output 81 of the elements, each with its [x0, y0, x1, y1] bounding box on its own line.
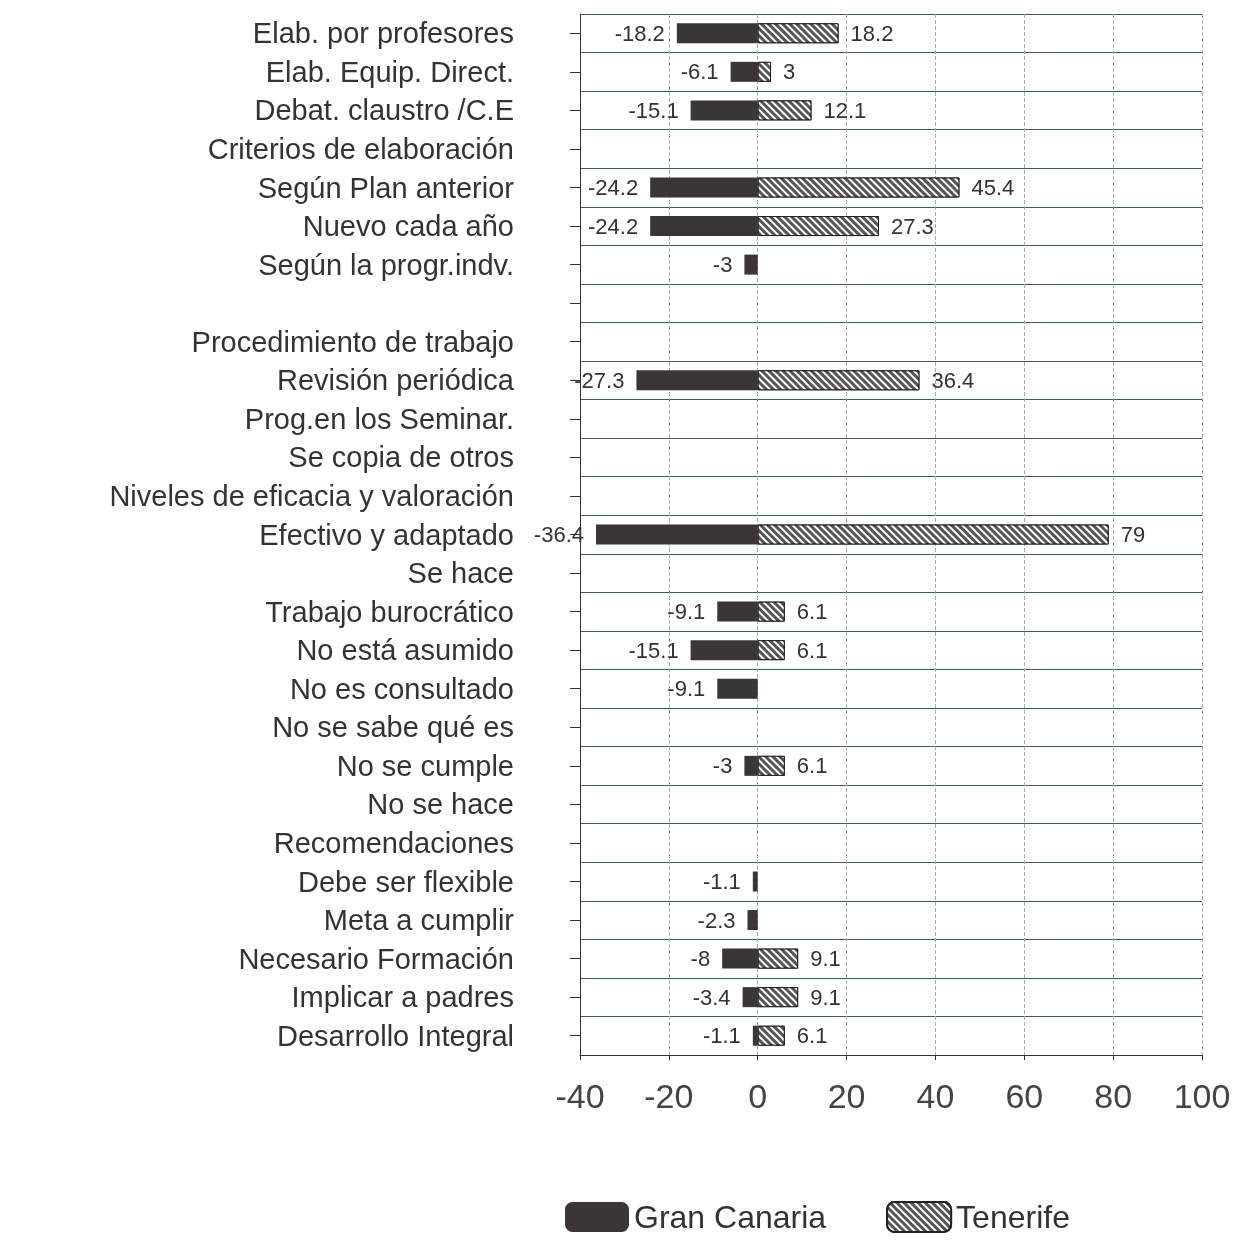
bar — [676, 23, 758, 44]
data-label: -9.1 — [667, 676, 706, 702]
data-label: 6.1 — [796, 599, 828, 625]
y-tick-label: Elab. por profesores — [252, 17, 514, 50]
y-tick-label: Efectivo y adaptado — [259, 518, 514, 551]
y-tick-label: No es consultado — [289, 672, 514, 705]
bar — [650, 216, 758, 237]
data-label: 9.1 — [810, 984, 841, 1010]
bar — [636, 370, 758, 391]
y-tick-label: Necesario Formación — [238, 942, 514, 975]
y-tick-label: No se sabe qué es — [272, 711, 514, 744]
data-label: -3.4 — [692, 984, 731, 1010]
y-tick-label: Prog.en los Seminar. — [244, 402, 514, 435]
bar — [730, 61, 758, 82]
bar — [717, 601, 758, 622]
x-tick-label: 80 — [1094, 1077, 1133, 1115]
data-label: -15.1 — [628, 97, 679, 123]
data-label: 36.4 — [931, 367, 975, 393]
y-tick-label: Desarrollo Integral — [277, 1019, 514, 1052]
x-tick-label: -40 — [555, 1077, 605, 1115]
bar — [747, 910, 758, 931]
y-tick-label: Se hace — [407, 557, 514, 590]
x-tick-label: -20 — [644, 1077, 694, 1115]
data-label: -3 — [712, 753, 733, 779]
y-tick-label: Criterios de elaboración — [207, 132, 514, 165]
data-label: 45.4 — [971, 175, 1015, 200]
data-label: 27.3 — [891, 213, 934, 239]
data-label: -1.1 — [702, 869, 741, 894]
bar — [752, 871, 758, 892]
y-tick-label: Nuevo cada año — [302, 210, 514, 243]
y-tick-label: Debat. claustro /C.E — [254, 94, 514, 127]
x-tick-label: 20 — [827, 1077, 866, 1115]
data-label: 6.1 — [796, 1023, 828, 1049]
data-label: -15.1 — [628, 637, 679, 663]
data-label: -2.3 — [697, 907, 736, 933]
data-label: 6.1 — [796, 753, 828, 779]
y-tick-label: Niveles de eficacia y valoración — [109, 479, 514, 512]
y-tick-label: Implicar a padres — [291, 981, 514, 1014]
data-label: 18.2 — [850, 20, 894, 46]
y-tick-label: Se copia de otros — [288, 441, 514, 474]
y-tick-label: Según Plan anterior — [257, 171, 515, 204]
data-label: -8 — [690, 946, 711, 972]
y-tick-label: Elab. Equip. Direct. — [265, 55, 514, 88]
data-label: 9.1 — [810, 946, 841, 972]
legend-label: Tenerife — [956, 1199, 1070, 1235]
bar — [690, 640, 758, 661]
y-tick-label: Revisión periódica — [277, 364, 515, 397]
legend-label: Gran Canaria — [634, 1199, 827, 1235]
data-label: 12.1 — [823, 97, 867, 123]
bar — [744, 755, 758, 776]
y-tick-label: No se cumple — [336, 749, 514, 782]
data-label: -24.2 — [588, 213, 639, 239]
y-tick-label: Meta a cumplir — [323, 904, 515, 937]
bar — [717, 678, 758, 699]
y-tick-label: Trabajo burocrático — [265, 595, 514, 628]
data-label: -3 — [712, 252, 733, 278]
bar — [722, 948, 758, 969]
data-label: 6.1 — [796, 637, 828, 663]
bar — [690, 100, 758, 121]
data-label: -1.1 — [702, 1023, 741, 1049]
y-tick-label: Según la progr.indv. — [258, 248, 514, 281]
data-label: 3 — [783, 59, 796, 85]
bar — [744, 254, 758, 275]
x-tick-label: 0 — [748, 1077, 768, 1115]
data-label: -9.1 — [667, 599, 706, 625]
bar — [742, 987, 758, 1008]
data-label: -6.1 — [680, 59, 719, 85]
data-label: -24.2 — [588, 175, 639, 200]
data-label: -18.2 — [614, 20, 665, 46]
x-tick-label: 40 — [916, 1077, 955, 1115]
bar — [595, 524, 758, 545]
y-tick-label: Recomendaciones — [273, 826, 514, 859]
bar — [752, 1025, 758, 1046]
y-tick-label: Debe ser flexible — [298, 865, 514, 898]
y-tick-label: Procedimiento de trabajo — [191, 325, 514, 358]
bar — [650, 177, 758, 198]
y-tick-label: No está asumido — [296, 634, 514, 667]
y-tick-label: No se hace — [367, 788, 514, 821]
data-label: 79 — [1120, 522, 1146, 547]
x-tick-label: 100 — [1173, 1077, 1231, 1115]
x-tick-label: 60 — [1005, 1077, 1044, 1115]
